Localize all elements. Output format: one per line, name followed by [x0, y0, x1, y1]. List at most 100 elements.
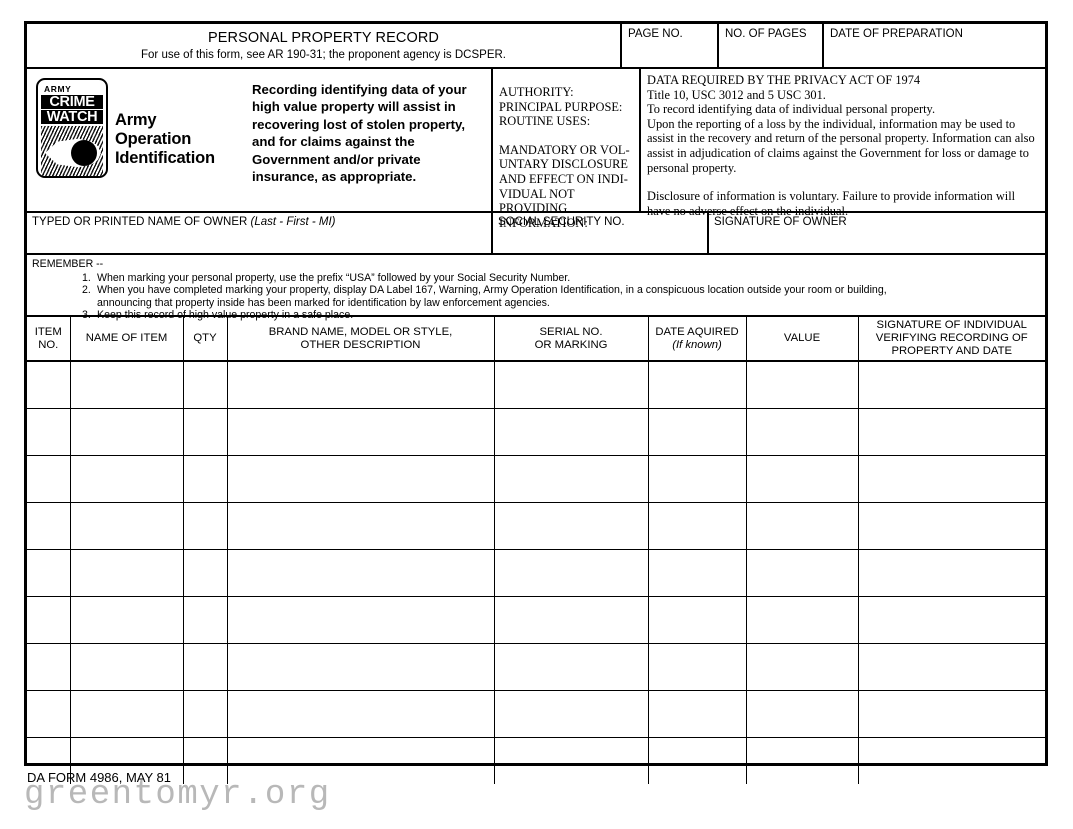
cell-item-no[interactable]	[27, 361, 71, 409]
cell-brand-description[interactable]	[227, 596, 495, 644]
page-no-field[interactable]: PAGE NO.	[620, 24, 717, 67]
cell-serial-no[interactable]	[494, 361, 649, 409]
privacy-body: DATA REQUIRED BY THE PRIVACY ACT OF 1974…	[639, 69, 1045, 218]
cell-brand-description[interactable]	[227, 549, 495, 597]
cell-item-no[interactable]	[27, 596, 71, 644]
table-row	[27, 455, 1045, 503]
column-header-name-of-item: NAME OF ITEM	[70, 317, 184, 362]
cell-name-of-item[interactable]	[70, 596, 184, 644]
cell-value[interactable]	[746, 455, 859, 503]
no-of-pages-field[interactable]: NO. OF PAGES	[717, 24, 822, 67]
label-mandatory-line3: AND EFFECT ON INDI-	[499, 171, 628, 186]
cell-verifying-signature[interactable]	[858, 643, 1045, 691]
header-line1: BRAND NAME, MODEL OR STYLE,	[268, 325, 453, 338]
date-of-preparation-field[interactable]: DATE OF PREPARATION	[822, 24, 1045, 67]
column-header-item-no: ITEM NO.	[27, 317, 71, 362]
cell-verifying-signature[interactable]	[858, 455, 1045, 503]
cell-value[interactable]	[746, 408, 859, 456]
header-line2: VERIFYING RECORDING OF	[875, 332, 1028, 344]
cell-qty[interactable]	[183, 690, 228, 738]
cell-serial-no[interactable]	[494, 408, 649, 456]
cell-qty[interactable]	[183, 361, 228, 409]
cell-date-acquired[interactable]	[648, 737, 747, 784]
cell-brand-description[interactable]	[227, 690, 495, 738]
cell-serial-no[interactable]	[494, 455, 649, 503]
cell-date-acquired[interactable]	[648, 690, 747, 738]
cell-verifying-signature[interactable]	[858, 737, 1045, 784]
cell-name-of-item[interactable]	[70, 502, 184, 550]
cell-date-acquired[interactable]	[648, 408, 747, 456]
cell-item-no[interactable]	[27, 643, 71, 691]
cell-brand-description[interactable]	[227, 361, 495, 409]
social-security-number-field[interactable]: SOCIAL SECURITY NO.	[491, 213, 707, 253]
cell-item-no[interactable]	[27, 408, 71, 456]
cell-brand-description[interactable]	[227, 455, 495, 503]
cell-item-no[interactable]	[27, 690, 71, 738]
cell-name-of-item[interactable]	[70, 690, 184, 738]
emblem-privacy-band: ARMY CRIME WATCH Army Operation Identifi…	[27, 69, 1045, 230]
cell-date-acquired[interactable]	[648, 643, 747, 691]
owner-identification-band: TYPED OR PRINTED NAME OF OWNER (Last - F…	[27, 213, 1045, 255]
cell-serial-no[interactable]	[494, 643, 649, 691]
cell-value[interactable]	[746, 690, 859, 738]
cell-verifying-signature[interactable]	[858, 502, 1045, 550]
cell-qty[interactable]	[183, 455, 228, 503]
cell-serial-no[interactable]	[494, 502, 649, 550]
cell-date-acquired[interactable]	[648, 596, 747, 644]
purpose-description: Recording identifying data of your high …	[252, 82, 467, 185]
cell-name-of-item[interactable]	[70, 549, 184, 597]
owner-name-field[interactable]: TYPED OR PRINTED NAME OF OWNER (Last - F…	[27, 213, 491, 253]
cell-qty[interactable]	[183, 549, 228, 597]
cell-date-acquired[interactable]	[648, 549, 747, 597]
cell-name-of-item[interactable]	[70, 643, 184, 691]
header-line2: OTHER DESCRIPTION	[300, 338, 421, 351]
privacy-disclosure-text: Disclosure of information is voluntary. …	[647, 189, 1016, 218]
column-header-brand-description: BRAND NAME, MODEL OR STYLE, OTHER DESCRI…	[227, 317, 495, 362]
cell-value[interactable]	[746, 361, 859, 409]
cell-date-acquired[interactable]	[648, 361, 747, 409]
no-of-pages-label: NO. OF PAGES	[725, 28, 807, 40]
cell-value[interactable]	[746, 596, 859, 644]
cell-item-no[interactable]	[27, 737, 71, 784]
table-row	[27, 502, 1045, 550]
cell-serial-no[interactable]	[494, 690, 649, 738]
cell-date-acquired[interactable]	[648, 502, 747, 550]
owner-signature-field[interactable]: SIGNATURE OF OWNER	[707, 213, 1045, 253]
remember-item-text: When you have completed marking your pro…	[97, 284, 887, 297]
cell-name-of-item[interactable]	[70, 737, 184, 784]
cell-item-no[interactable]	[27, 549, 71, 597]
cell-qty[interactable]	[183, 408, 228, 456]
cell-value[interactable]	[746, 502, 859, 550]
cell-name-of-item[interactable]	[70, 361, 184, 409]
cell-item-no[interactable]	[27, 502, 71, 550]
cell-serial-no[interactable]	[494, 596, 649, 644]
cell-value[interactable]	[746, 549, 859, 597]
cell-brand-description[interactable]	[227, 643, 495, 691]
cell-name-of-item[interactable]	[70, 408, 184, 456]
cell-qty[interactable]	[183, 502, 228, 550]
form-title: PERSONAL PROPERTY RECORD	[208, 30, 439, 47]
cell-brand-description[interactable]	[227, 408, 495, 456]
cell-verifying-signature[interactable]	[858, 408, 1045, 456]
army-crime-watch-emblem-icon: ARMY CRIME WATCH	[36, 78, 108, 178]
cell-serial-no[interactable]	[494, 549, 649, 597]
cell-brand-description[interactable]	[227, 502, 495, 550]
cell-verifying-signature[interactable]	[858, 361, 1045, 409]
header-line3: PROPERTY AND DATE	[891, 345, 1013, 357]
cell-verifying-signature[interactable]	[858, 549, 1045, 597]
cell-value[interactable]	[746, 737, 859, 784]
cell-qty[interactable]	[183, 737, 228, 784]
privacy-labels: AUTHORITY: PRINCIPAL PURPOSE: ROUTINE US…	[493, 69, 639, 230]
cell-verifying-signature[interactable]	[858, 596, 1045, 644]
column-header-date-acquired: DATE AQUIRED (If known)	[648, 317, 747, 362]
cell-name-of-item[interactable]	[70, 455, 184, 503]
cell-brand-description[interactable]	[227, 737, 495, 784]
cell-qty[interactable]	[183, 643, 228, 691]
cell-verifying-signature[interactable]	[858, 690, 1045, 738]
cell-qty[interactable]	[183, 596, 228, 644]
cell-date-acquired[interactable]	[648, 455, 747, 503]
remember-item: 1. When marking your personal property, …	[82, 272, 1045, 285]
cell-value[interactable]	[746, 643, 859, 691]
cell-item-no[interactable]	[27, 455, 71, 503]
cell-serial-no[interactable]	[494, 737, 649, 784]
